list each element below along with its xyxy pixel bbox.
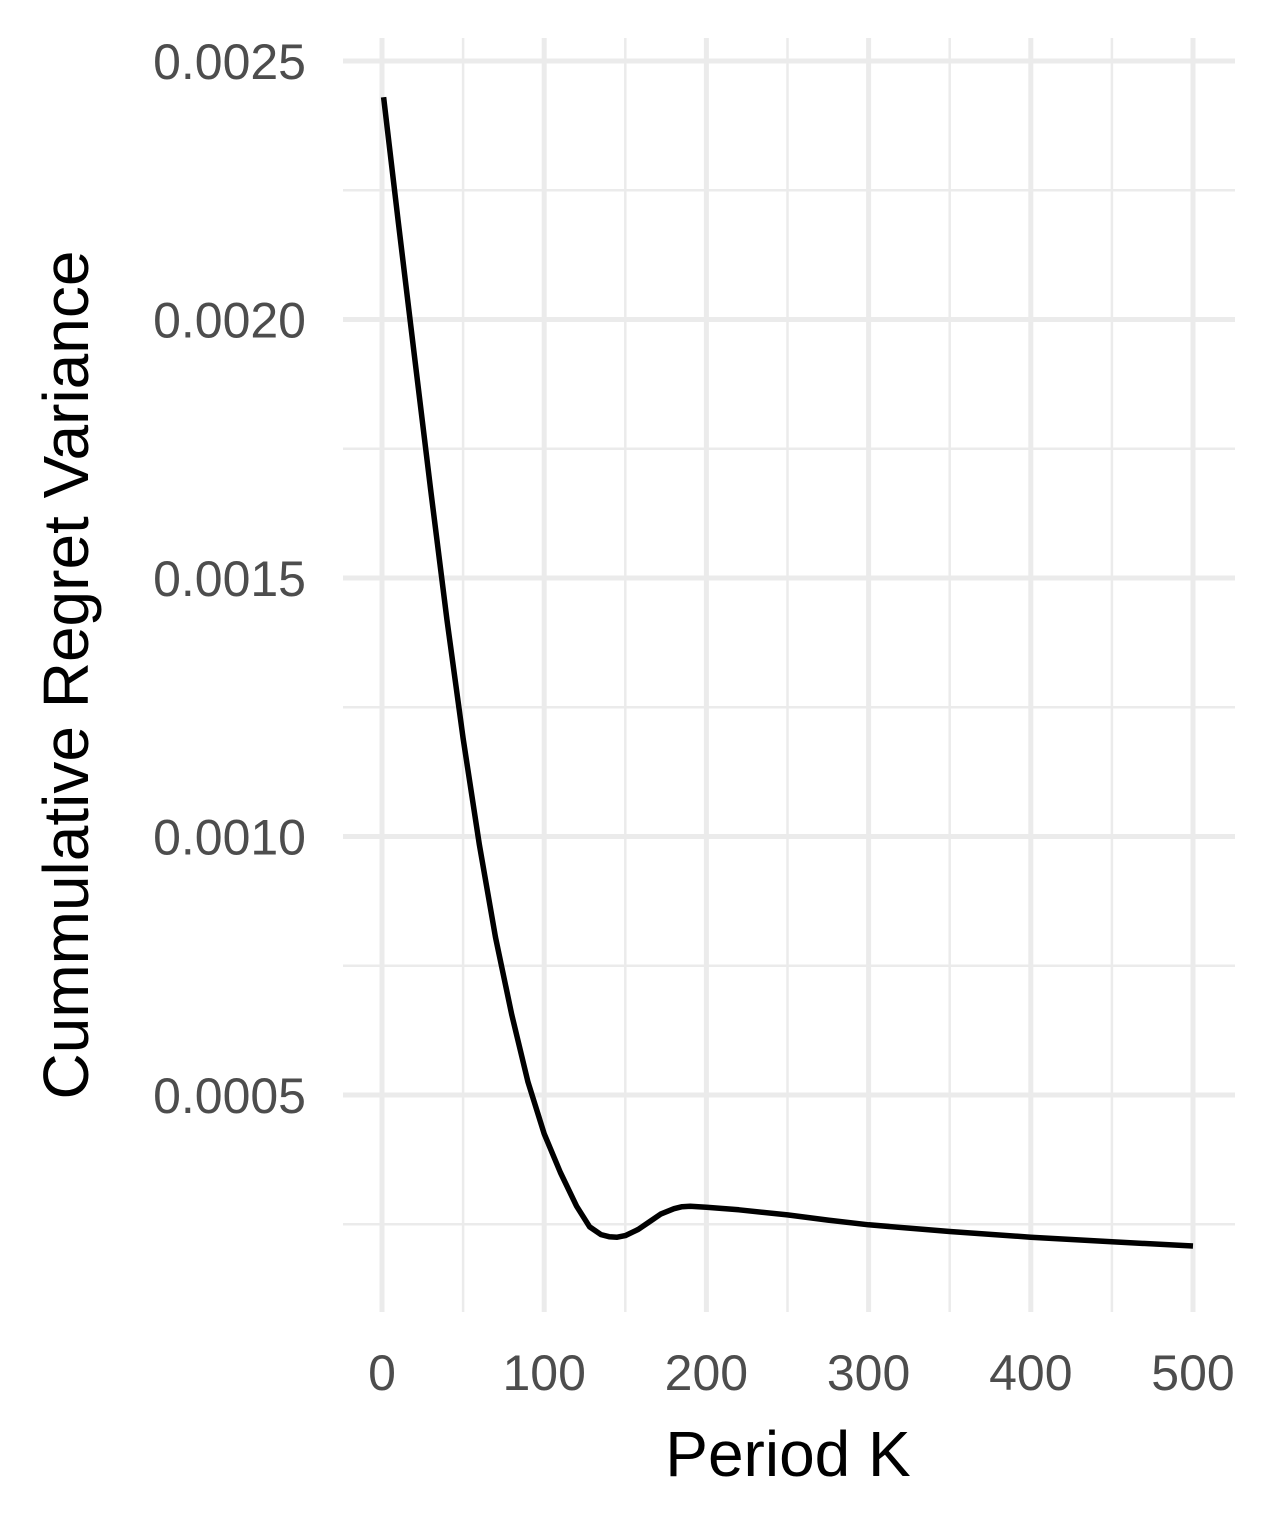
y-axis-tick-labels: 0.0005 0.0010 0.0015 0.0020 0.0025	[153, 34, 306, 1124]
x-tick-label: 300	[827, 1345, 910, 1401]
x-tick-label: 0	[368, 1345, 396, 1401]
minor-gridlines	[343, 38, 1235, 1312]
y-tick-label: 0.0010	[153, 810, 306, 866]
x-axis-title: Period K	[665, 1418, 910, 1490]
y-tick-label: 0.0005	[153, 1068, 306, 1124]
x-tick-label: 500	[1151, 1345, 1234, 1401]
major-gridlines	[343, 38, 1235, 1312]
y-tick-label: 0.0020	[153, 293, 306, 349]
y-tick-label: 0.0025	[153, 34, 306, 90]
x-tick-label: 400	[989, 1345, 1072, 1401]
y-axis-title: Cummulative Regret Variance	[30, 251, 102, 1100]
series-line	[380, 96, 1194, 1249]
y-tick-label: 0.0015	[153, 551, 306, 607]
x-tick-label: 200	[665, 1345, 748, 1401]
x-axis-tick-labels: 0 100 200 300 400 500	[368, 1345, 1235, 1401]
x-tick-label: 100	[502, 1345, 585, 1401]
